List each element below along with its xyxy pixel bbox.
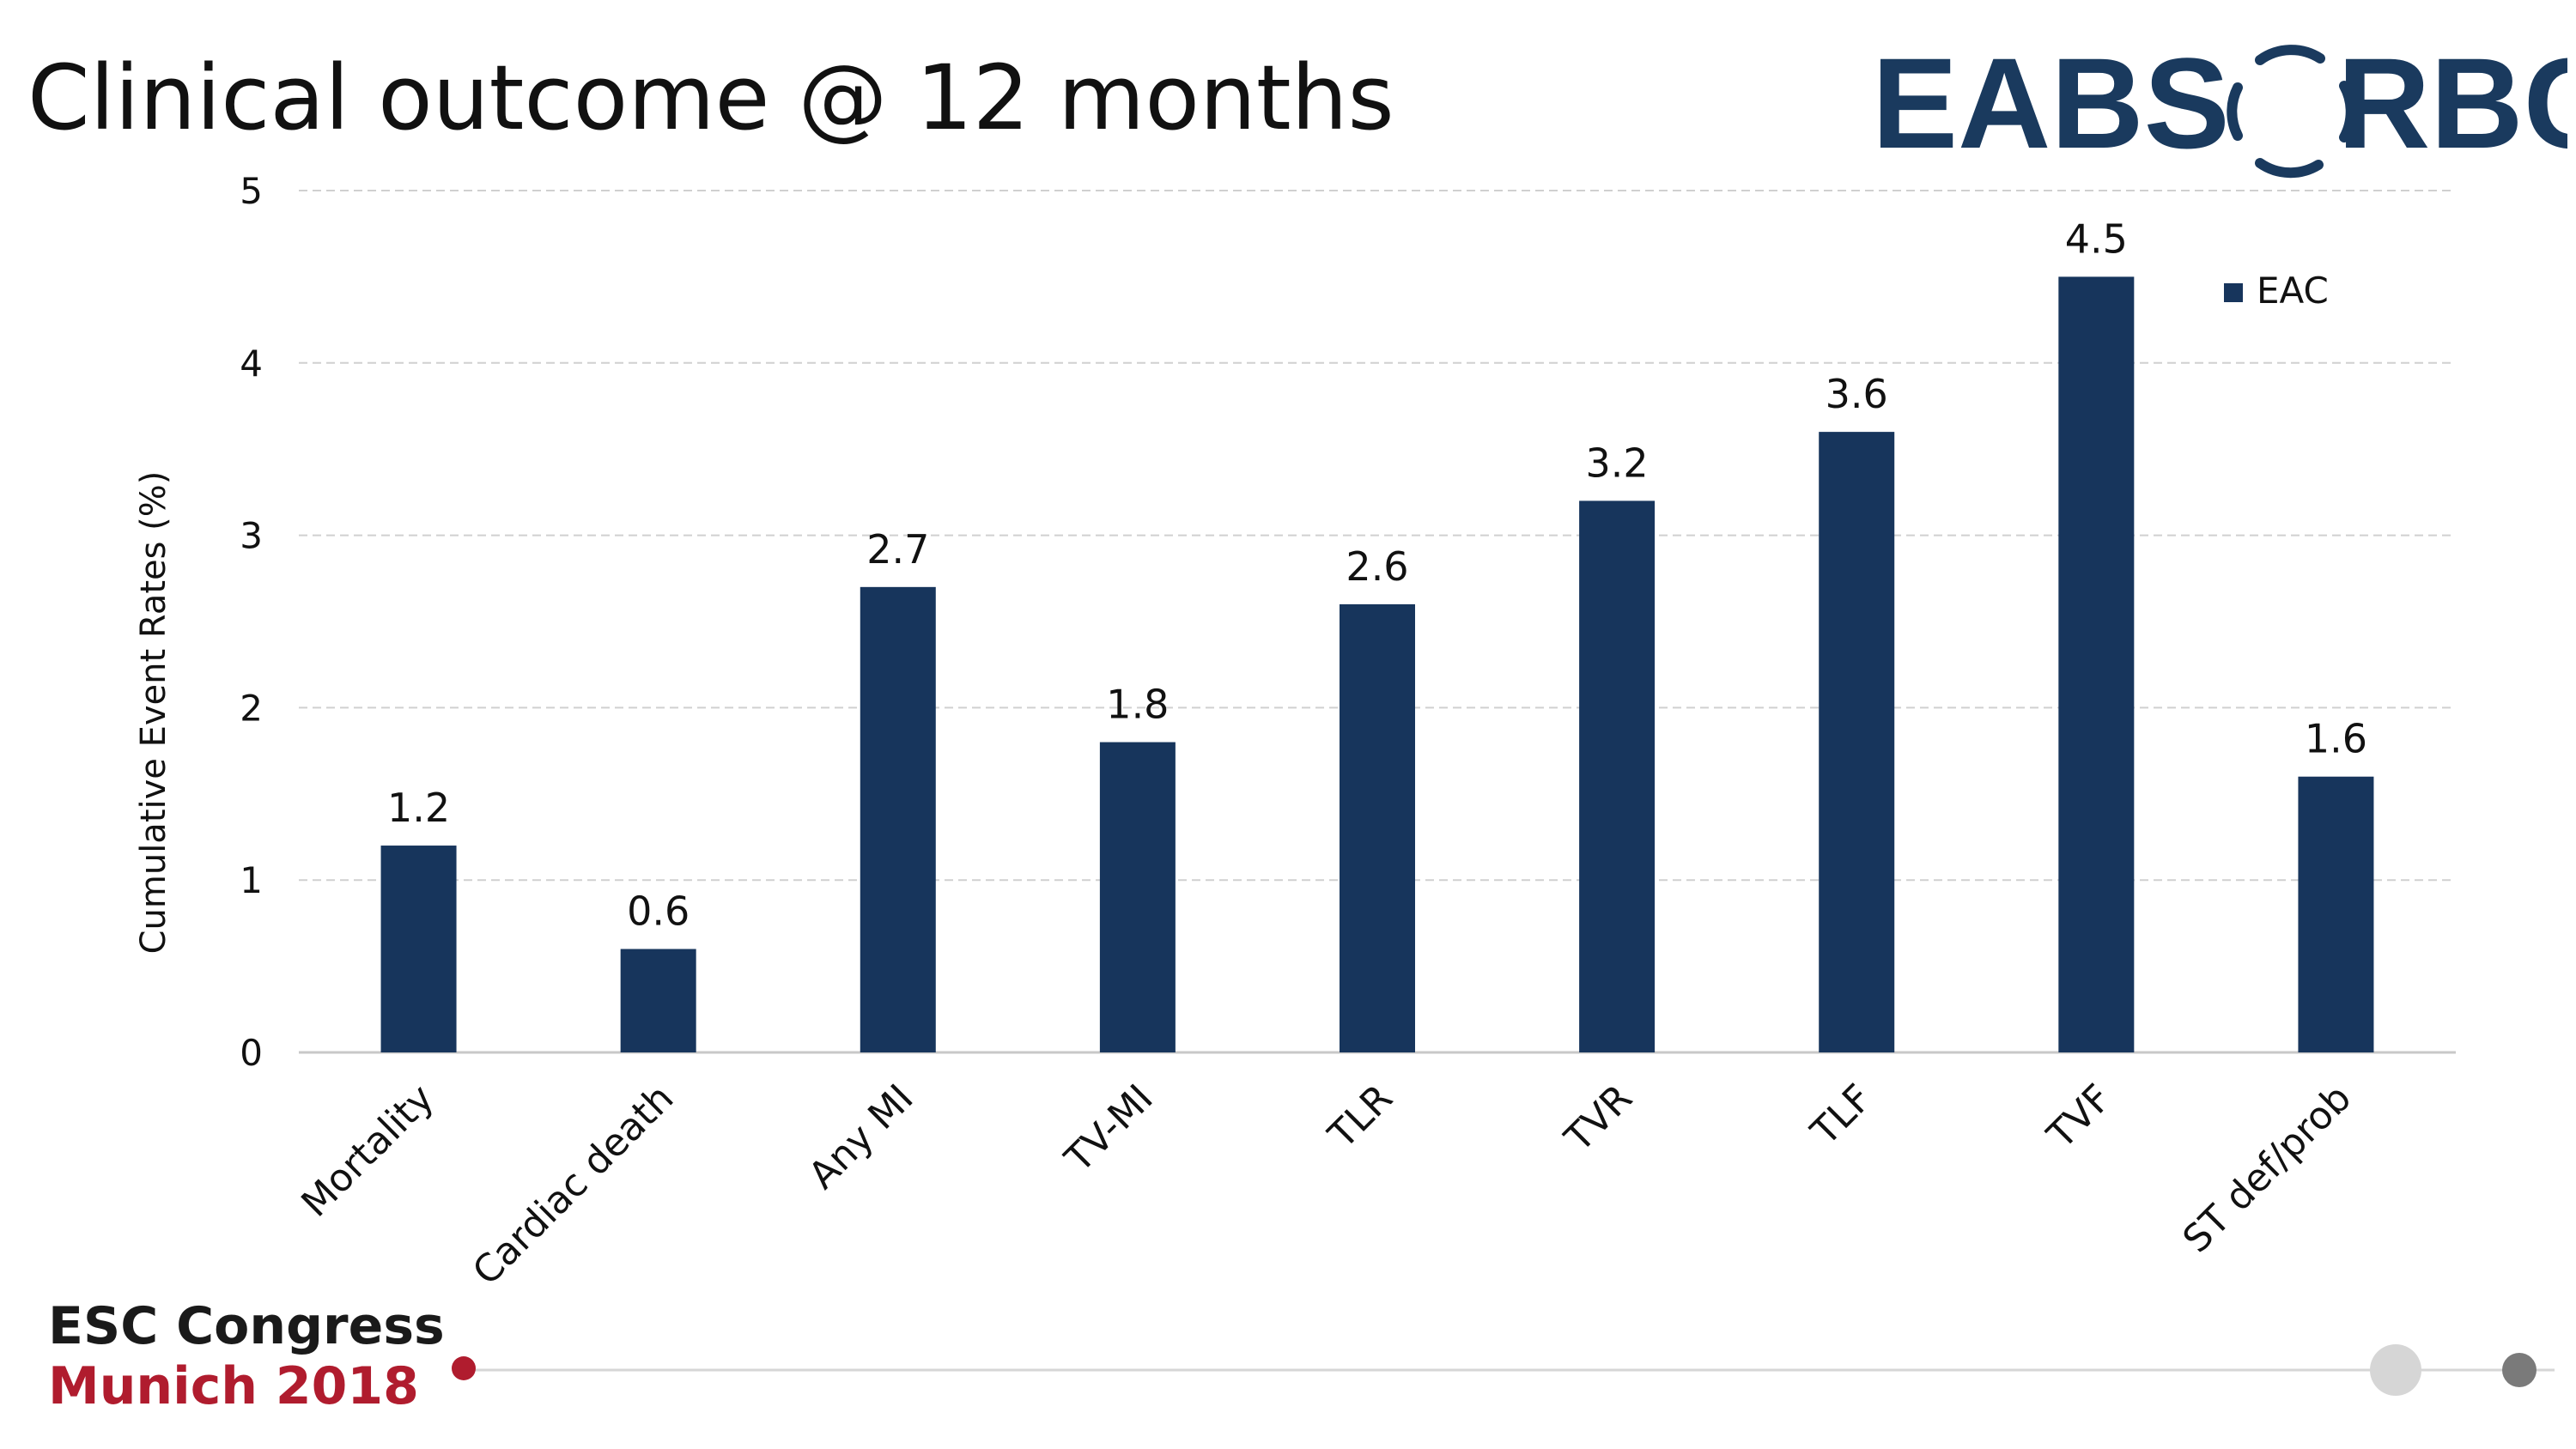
bar-tvf xyxy=(2058,276,2135,1052)
bar-cardiac-death xyxy=(620,949,696,1052)
bar-mortality xyxy=(380,846,457,1052)
bar-any-mi xyxy=(860,586,936,1052)
y-axis-label: Cumulative Event Rates (%) xyxy=(134,471,173,955)
congress-location: Munich 2018 xyxy=(48,1356,419,1416)
eabsorb-logo: EABS RBC xyxy=(1872,31,2567,179)
data-label: 1.8 xyxy=(1106,682,1169,728)
legend: EAC xyxy=(2224,270,2329,312)
y-tick-label: 5 xyxy=(240,170,263,212)
bar-tvr xyxy=(1579,500,1656,1052)
data-label: 0.6 xyxy=(627,888,690,935)
nav-dot-dark-icon xyxy=(2502,1353,2537,1387)
congress-badge: ESC Congress Munich 2018 xyxy=(48,1296,445,1416)
data-label: 1.6 xyxy=(2305,716,2367,762)
y-tick-label: 1 xyxy=(240,859,263,901)
bar-tlf xyxy=(1819,432,1895,1052)
logo-text-right: RBC xyxy=(2337,31,2567,175)
data-label: 3.2 xyxy=(1586,440,1649,486)
data-label: 1.2 xyxy=(387,785,450,831)
y-axis-ticks: 0 1 2 3 4 5 xyxy=(240,170,263,1074)
nav-dot-light-icon xyxy=(2370,1344,2421,1396)
logo-text-left: EABS xyxy=(1872,31,2230,175)
bar-tv-mi xyxy=(1099,742,1176,1052)
data-label: 2.7 xyxy=(866,526,929,573)
data-label: 3.6 xyxy=(1826,371,1888,417)
data-label: 4.5 xyxy=(2065,215,2128,262)
congress-name: ESC Congress xyxy=(48,1296,445,1356)
data-label: 2.6 xyxy=(1346,543,1408,590)
y-tick-label: 0 xyxy=(240,1032,263,1074)
footer-red-dot xyxy=(452,1356,476,1380)
legend-label-eac: EAC xyxy=(2257,270,2329,312)
y-tick-label: 4 xyxy=(240,343,263,385)
y-tick-label: 3 xyxy=(240,515,263,557)
y-tick-label: 2 xyxy=(240,687,263,729)
bar-tlr xyxy=(1340,603,1415,1052)
logo-ring-icon xyxy=(2227,45,2356,179)
legend-swatch xyxy=(2224,283,2243,302)
bars xyxy=(380,276,2374,1052)
slide-title: Clinical outcome @ 12 months xyxy=(27,45,1394,150)
bar-st-def-prob xyxy=(2298,776,2374,1052)
data-labels: 1.2 0.6 2.7 1.8 2.6 3.2 3.6 4.5 1.6 xyxy=(387,215,2367,934)
